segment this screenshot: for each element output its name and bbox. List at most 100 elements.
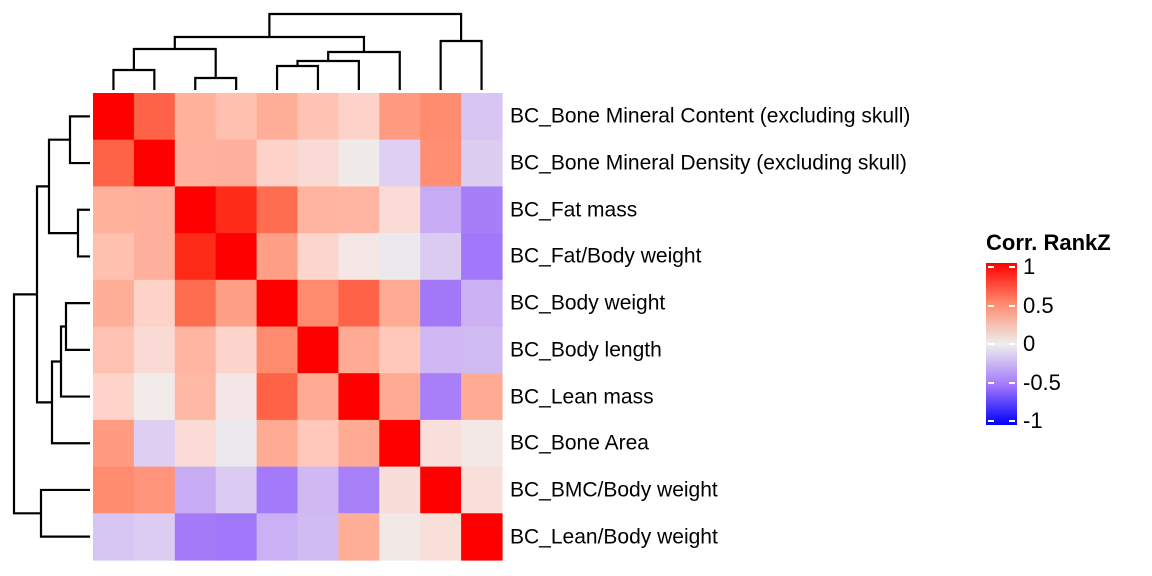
heatmap-cell <box>461 513 503 561</box>
heatmap-cell <box>256 466 299 514</box>
legend-tick-mark <box>1009 304 1015 307</box>
heatmap-cell <box>420 139 462 187</box>
heatmap-cell <box>461 93 503 141</box>
dendrogram-branch <box>76 208 90 258</box>
legend-tick-mark <box>1009 420 1015 422</box>
heatmap-cell <box>420 233 462 281</box>
heatmap-cell <box>420 186 462 234</box>
heatmap-cell <box>215 419 258 468</box>
heatmap-cell <box>256 139 299 187</box>
row-label: BC_Bone Area <box>510 431 649 455</box>
legend-tick-label: -1 <box>1023 408 1043 433</box>
legend-title: Corr. RankZ <box>986 230 1111 255</box>
heatmap-cell <box>338 326 380 374</box>
heatmap-cell <box>297 233 339 281</box>
heatmap-cell <box>256 233 299 281</box>
legend-tick-mark <box>1009 381 1015 384</box>
row-label: BC_BMC/Body weight <box>510 478 718 502</box>
heatmap-cell <box>338 139 380 187</box>
heatmap-cell <box>338 419 380 468</box>
heatmap-cell <box>420 326 462 374</box>
heatmap-cell <box>379 93 421 141</box>
heatmap-cell <box>93 93 135 141</box>
legend-tick-label: -0.5 <box>1023 369 1061 395</box>
heatmap-cell <box>93 326 135 374</box>
heatmap-cell <box>93 513 135 561</box>
row-label: BC_Lean/Body weight <box>510 525 718 549</box>
dendrogram-branch <box>68 115 90 165</box>
row-dendrogram <box>12 115 90 538</box>
row-label: BC_Fat mass <box>510 198 638 222</box>
dendrogram-branch <box>12 293 41 515</box>
dendrogram-branch <box>64 302 90 351</box>
heatmap-cell <box>93 139 135 187</box>
heatmap-cell <box>461 186 503 234</box>
dendrogram-branch <box>268 12 463 41</box>
heatmap-cell <box>256 326 299 374</box>
heatmap-cell <box>133 373 176 421</box>
heatmap-cell <box>93 233 135 281</box>
legend-tick-mark <box>988 420 994 422</box>
heatmap-cell <box>133 419 176 468</box>
heatmap-cell <box>379 139 421 187</box>
heatmap-cell <box>215 233 258 281</box>
heatmap-cell <box>174 326 217 374</box>
heatmap-cell <box>379 513 421 561</box>
heatmap-cell <box>174 279 217 328</box>
legend-tick-mark <box>988 381 994 384</box>
heatmap-cell <box>133 93 176 141</box>
heatmap-cell <box>461 139 503 187</box>
row-label: BC_Body weight <box>510 291 666 315</box>
heatmap-cell <box>133 139 176 187</box>
legend-tick-label: 1 <box>1023 254 1036 279</box>
heatmap-cell <box>174 233 217 281</box>
heatmap-cell <box>297 279 339 328</box>
dendrogram-branch <box>327 50 401 90</box>
legend-tick-mark <box>1009 343 1015 345</box>
heatmap-cell <box>215 139 258 187</box>
heatmap-cell <box>420 513 462 561</box>
heatmap-cell <box>93 279 135 328</box>
legend-tick-mark <box>1009 266 1015 268</box>
heatmap-cell <box>297 139 339 187</box>
heatmap-cell <box>93 466 135 514</box>
heatmap-cell <box>379 419 421 468</box>
dendrogram-branch <box>47 138 78 235</box>
heatmap-cell <box>174 93 217 141</box>
heatmap-cell <box>133 466 176 514</box>
heatmap-cell <box>215 466 258 514</box>
heatmap-cell <box>93 186 135 234</box>
heatmap-cell <box>256 373 299 421</box>
heatmap-cell <box>256 419 299 468</box>
heatmap-cell <box>174 466 217 514</box>
heatmap-cell <box>174 513 217 561</box>
heatmap-cell <box>215 326 258 374</box>
heatmap-cell <box>420 373 462 421</box>
legend-tick-label: 0 <box>1023 331 1036 356</box>
heatmap-cell <box>338 466 380 514</box>
dendrogram-branch <box>132 47 217 78</box>
heatmap-cell <box>338 93 380 141</box>
row-label: BC_Bone Mineral Content (excluding skull… <box>510 104 911 128</box>
heatmap-cell <box>338 373 380 421</box>
row-label: BC_Lean mass <box>510 385 654 409</box>
heatmap-cell <box>256 279 299 328</box>
heatmap-cell <box>461 373 503 421</box>
legend-tick-mark <box>988 343 994 345</box>
heatmap-cell <box>420 93 462 141</box>
heatmap-cell <box>297 373 339 421</box>
dendrogram-branch <box>194 76 238 90</box>
heatmap-cell <box>133 326 176 374</box>
heatmap-cell <box>461 466 503 514</box>
legend-tick-mark <box>988 304 994 307</box>
heatmap-cell <box>256 513 299 561</box>
heatmap-cell <box>174 419 217 468</box>
heatmap-cell <box>297 419 339 468</box>
heatmap-cell <box>133 186 176 234</box>
heatmap-cell <box>174 139 217 187</box>
dendrogram-branch <box>275 64 320 90</box>
heatmap-cell <box>215 186 258 234</box>
heatmap-cell <box>379 233 421 281</box>
row-label: BC_Bone Mineral Density (excluding skull… <box>510 151 907 175</box>
